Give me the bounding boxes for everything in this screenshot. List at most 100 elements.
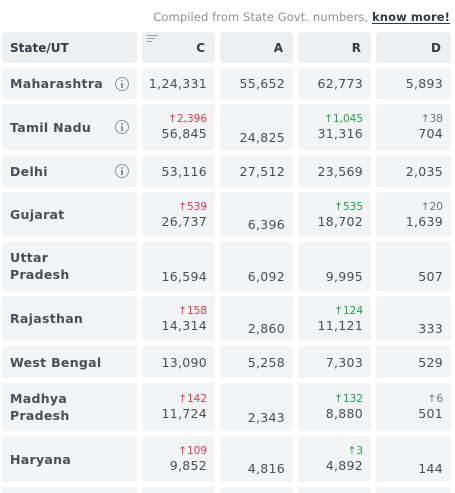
- info-icon[interactable]: [115, 164, 129, 178]
- deceased-value: 1,639: [405, 213, 443, 229]
- info-icon[interactable]: [115, 120, 129, 134]
- active-value: 4,816: [247, 461, 285, 476]
- recovered-delta: ↑132: [334, 393, 363, 405]
- state-cell[interactable]: Madhya Pradesh: [2, 383, 137, 431]
- state-cell[interactable]: Tamil Nadu: [2, 104, 137, 150]
- state-cell[interactable]: Delhi: [2, 155, 137, 187]
- state-cell[interactable]: Haryana: [2, 436, 137, 482]
- confirmed-delta: ↑539: [178, 200, 207, 213]
- table-row[interactable]: Rajasthan ↑158 14,314 2,860 ↑124 11,121 …: [2, 296, 453, 341]
- deceased-cell: 333: [376, 296, 451, 341]
- state-name: Uttar Pradesh: [10, 249, 70, 283]
- recovered-delta: ↑3: [347, 445, 363, 457]
- table-row[interactable]: West Bengal 13,090 5,258 7,303 529: [2, 346, 453, 378]
- active-value: 2,860: [247, 321, 285, 336]
- sort-lines-icon: [147, 35, 158, 43]
- state-name-line1: Madhya: [10, 391, 68, 406]
- state-table: State/UT C A R D Maharashtra 1,24,331 55…: [2, 32, 453, 493]
- confirmed-value: 1,24,331: [148, 76, 207, 91]
- deceased-cell: 2,035: [376, 155, 451, 187]
- confirmed-value: 14,314: [161, 317, 207, 333]
- state-name: Maharashtra: [10, 76, 104, 91]
- deceased-delta: ↑20: [420, 200, 443, 213]
- partial-cell: [2, 487, 137, 493]
- confirmed-delta: ↑158: [178, 304, 207, 317]
- recovered-value: 23,569: [317, 163, 363, 179]
- active-value: 24,825: [239, 130, 285, 145]
- info-icon[interactable]: [115, 76, 129, 91]
- confirmed-cell: 53,116: [142, 155, 215, 187]
- know-more-link[interactable]: know more!: [372, 10, 450, 24]
- recovered-cell: 7,303: [298, 346, 371, 378]
- recovered-delta: ↑124: [334, 304, 363, 317]
- recovered-value: 62,773: [317, 76, 363, 91]
- deceased-cell: 507: [376, 242, 451, 291]
- active-cell: 4,816: [220, 436, 293, 482]
- source-note: Compiled from State Govt. numbers, know …: [153, 10, 450, 24]
- state-name: Haryana: [10, 451, 72, 467]
- recovered-cell: ↑3 4,892: [298, 436, 371, 482]
- state-name-line2: Pradesh: [10, 267, 70, 282]
- partial-cell: [142, 487, 215, 493]
- active-value: 2,343: [247, 410, 285, 425]
- state-cell[interactable]: Uttar Pradesh: [2, 242, 137, 291]
- deceased-cell: ↑6 501: [376, 383, 451, 431]
- state-cell[interactable]: Gujarat: [2, 192, 137, 237]
- active-cell: 55,652: [220, 68, 293, 99]
- recovered-value: 8,880: [325, 406, 363, 421]
- confirmed-cell: ↑158 14,314: [142, 296, 215, 341]
- deceased-cell: 5,893: [376, 68, 451, 99]
- deceased-value: 333: [418, 321, 443, 336]
- active-value: 6,396: [247, 217, 285, 232]
- active-value: 5,258: [247, 354, 285, 370]
- deceased-value: 144: [418, 461, 443, 476]
- recovered-cell: ↑535 18,702: [298, 192, 371, 237]
- state-name: Delhi: [10, 163, 48, 179]
- source-text: Compiled from State Govt. numbers,: [153, 10, 369, 24]
- table-row[interactable]: Haryana ↑109 9,852 4,816 ↑3 4,892 144: [2, 436, 453, 482]
- confirmed-value: 53,116: [161, 163, 207, 179]
- recovered-cell: ↑1,045 31,316: [298, 104, 371, 150]
- table-row[interactable]: Delhi 53,116 27,512 23,569 2,035: [2, 155, 453, 187]
- state-name: Madhya Pradesh: [10, 390, 70, 424]
- header-deceased[interactable]: D: [376, 32, 451, 63]
- state-name: Tamil Nadu: [10, 119, 92, 135]
- table-row[interactable]: Maharashtra 1,24,331 55,652 62,773 5,893: [2, 68, 453, 99]
- recovered-value: 9,995: [325, 269, 363, 284]
- table-row[interactable]: Uttar Pradesh 16,594 6,092 9,995 507: [2, 242, 453, 291]
- table-row[interactable]: Madhya Pradesh ↑142 11,724 2,343 ↑132 8,…: [2, 383, 453, 431]
- recovered-cell: ↑132 8,880: [298, 383, 371, 431]
- active-cell: 6,396: [220, 192, 293, 237]
- deceased-delta: ↑38: [420, 113, 443, 125]
- active-cell: 6,092: [220, 242, 293, 291]
- active-value: 6,092: [247, 269, 285, 284]
- table-row[interactable]: Tamil Nadu ↑2,396 56,845 24,825 ↑1,045 3…: [2, 104, 453, 150]
- deceased-value: 501: [418, 406, 443, 421]
- header-active[interactable]: A: [220, 32, 293, 63]
- header-confirmed-label: C: [196, 41, 205, 55]
- confirmed-delta: ↑109: [178, 445, 207, 457]
- header-recovered[interactable]: R: [298, 32, 371, 63]
- confirmed-cell: ↑142 11,724: [142, 383, 215, 431]
- partial-cell: [298, 487, 371, 493]
- state-cell[interactable]: Maharashtra: [2, 68, 137, 99]
- deceased-value: 507: [418, 269, 443, 284]
- deceased-value: 2,035: [405, 163, 443, 179]
- partial-cell: [220, 487, 293, 493]
- active-cell: 24,825: [220, 104, 293, 150]
- recovered-value: 18,702: [317, 213, 363, 229]
- confirmed-delta: ↑2,396: [168, 113, 207, 125]
- deceased-cell: 529: [376, 346, 451, 378]
- table-row[interactable]: Gujarat ↑539 26,737 6,396 ↑535 18,702 ↑2…: [2, 192, 453, 237]
- confirmed-cell: 13,090: [142, 346, 215, 378]
- deceased-value: 704: [418, 126, 443, 141]
- deceased-cell: ↑38 704: [376, 104, 451, 150]
- deceased-delta: ↑6: [427, 393, 443, 405]
- deceased-cell: 144: [376, 436, 451, 482]
- header-confirmed[interactable]: C: [142, 32, 215, 63]
- header-state[interactable]: State/UT: [2, 32, 137, 63]
- state-cell[interactable]: West Bengal: [2, 346, 137, 378]
- recovered-delta: ↑1,045: [324, 113, 363, 125]
- confirmed-value: 56,845: [161, 126, 207, 141]
- state-cell[interactable]: Rajasthan: [2, 296, 137, 341]
